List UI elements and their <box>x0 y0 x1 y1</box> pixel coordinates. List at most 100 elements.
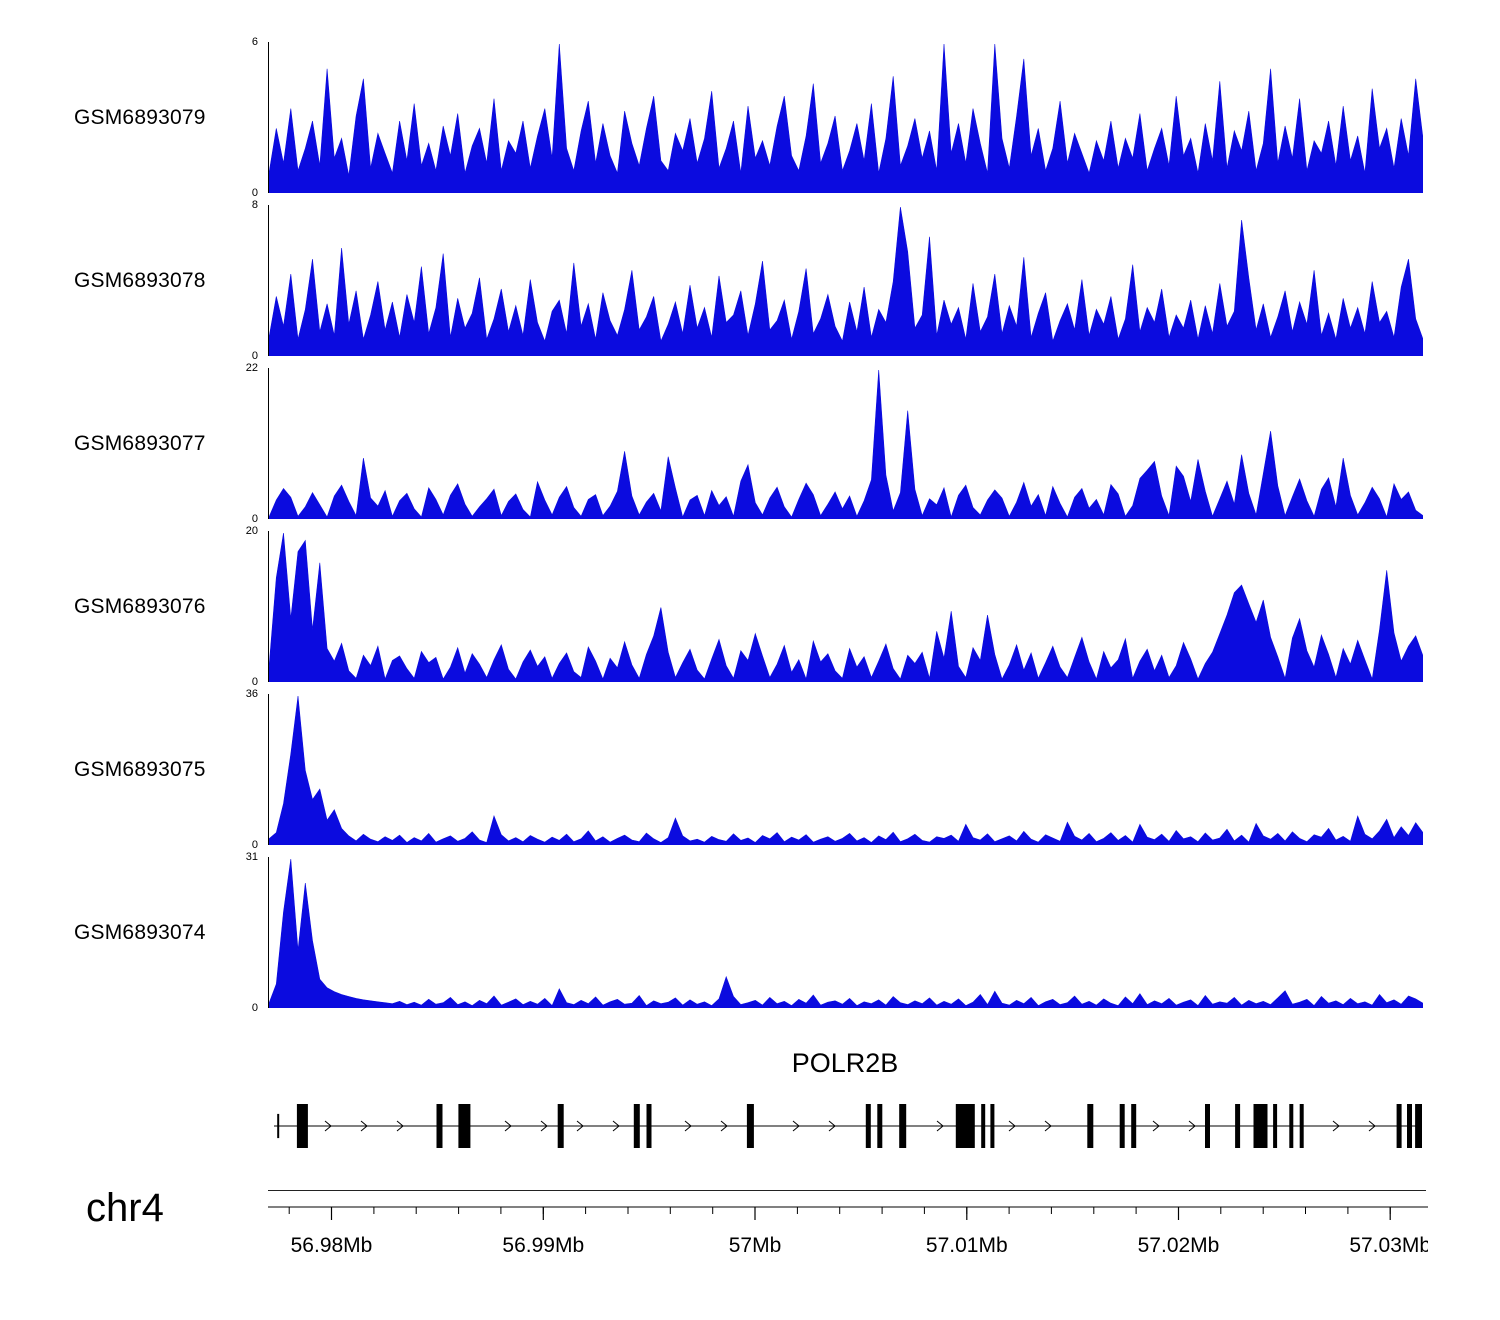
exon-box <box>1396 1104 1402 1148</box>
track-label: GSM6893078 <box>74 268 206 292</box>
gene-name-label: POLR2B <box>791 1048 899 1078</box>
track-row-gsm6893079: GSM6893079 6 0 <box>0 36 1500 199</box>
track-signal-plot <box>268 694 1423 845</box>
track-label-column: GSM6893077 22 0 <box>0 362 268 525</box>
track-label: GSM6893074 <box>74 920 206 944</box>
chromosome-label: chr4 <box>86 1186 164 1230</box>
exon-box <box>1087 1104 1094 1148</box>
signal-area-svg <box>269 858 1423 1008</box>
exon-box <box>1289 1104 1294 1148</box>
track-ymin-label: 0 <box>251 676 258 688</box>
exon-box <box>277 1113 280 1139</box>
track-signal-plot <box>268 531 1423 682</box>
exon-box <box>646 1104 652 1148</box>
track-ymin-label: 0 <box>251 513 258 525</box>
track-label-column: GSM6893079 6 0 <box>0 36 268 199</box>
track-ymin-label: 0 <box>251 1002 258 1014</box>
strand-arrow-icon <box>720 1120 728 1132</box>
strand-arrow-icon <box>324 1120 332 1132</box>
exon-box <box>458 1104 471 1148</box>
strand-arrow-icon <box>360 1120 368 1132</box>
track-row-gsm6893076: GSM6893076 20 0 <box>0 525 1500 688</box>
gene-model-track <box>268 1088 1425 1164</box>
track-label: GSM6893077 <box>74 431 206 455</box>
exon-box <box>1119 1104 1125 1148</box>
track-label: GSM6893076 <box>74 594 206 618</box>
track-row-gsm6893074: GSM6893074 31 0 <box>0 851 1500 1014</box>
strand-arrow-icon <box>540 1120 548 1132</box>
exon-box <box>955 1104 975 1148</box>
strand-arrow-icon <box>828 1120 836 1132</box>
track-ymin-label: 0 <box>251 350 258 362</box>
strand-arrow-icon <box>1008 1120 1016 1132</box>
exon-box <box>1273 1104 1278 1148</box>
exon-box <box>1235 1104 1241 1148</box>
exon-box <box>633 1104 640 1148</box>
exon-box <box>981 1104 986 1148</box>
strand-arrow-icon <box>1044 1120 1052 1132</box>
track-label: GSM6893079 <box>74 105 206 129</box>
track-label-column: GSM6893078 8 0 <box>0 199 268 362</box>
track-ymax-label: 20 <box>245 525 258 537</box>
exon-box <box>1205 1104 1210 1148</box>
axis-tick-label: 56.99Mb <box>502 1234 584 1257</box>
axis-tick-label: 57.02Mb <box>1138 1234 1220 1257</box>
chromosome-line <box>268 1190 1426 1191</box>
axis-tick-label: 57.03Mb <box>1349 1234 1428 1257</box>
strand-arrow-icon <box>936 1120 944 1132</box>
exon-box <box>990 1104 995 1148</box>
track-ymin-label: 0 <box>251 839 258 851</box>
signal-area-svg <box>269 532 1423 682</box>
track-signal-plot <box>268 42 1423 193</box>
strand-arrow-icon <box>576 1120 584 1132</box>
strand-arrow-icon <box>1332 1120 1340 1132</box>
gene-model-svg <box>274 1104 1425 1148</box>
axis-tick-label: 57.01Mb <box>926 1234 1008 1257</box>
track-ymax-label: 22 <box>245 362 258 374</box>
signal-area-svg <box>269 695 1423 845</box>
track-ymax-label: 6 <box>251 36 258 48</box>
tracks: GSM6893079 6 0 GSM6893078 8 0 GSM6893077 22 0 GSM… <box>0 36 1500 1020</box>
track-label-column: GSM6893074 31 0 <box>0 851 268 1014</box>
track-row-gsm6893078: GSM6893078 8 0 <box>0 199 1500 362</box>
track-ymin-label: 0 <box>251 187 258 199</box>
exon-box <box>899 1104 907 1148</box>
exon-box <box>1407 1104 1412 1148</box>
signal-area-svg <box>269 369 1423 519</box>
strand-arrow-icon <box>504 1120 512 1132</box>
strand-arrow-icon <box>612 1120 620 1132</box>
strand-arrow-icon <box>792 1120 800 1132</box>
strand-arrow-icon <box>1368 1120 1376 1132</box>
strand-arrow-icon <box>1188 1120 1196 1132</box>
exon-box <box>1299 1104 1304 1148</box>
exon-box <box>436 1104 443 1148</box>
track-ymax-label: 31 <box>245 851 258 863</box>
strand-arrow-icon <box>1152 1120 1160 1132</box>
strand-arrow-icon <box>396 1120 404 1132</box>
exon-box <box>877 1104 883 1148</box>
exon-box <box>1415 1104 1425 1148</box>
track-ymax-label: 8 <box>251 199 258 211</box>
track-row-gsm6893077: GSM6893077 22 0 <box>0 362 1500 525</box>
exon-box <box>746 1104 754 1148</box>
track-label: GSM6893075 <box>74 757 206 781</box>
track-label-column: GSM6893076 20 0 <box>0 525 268 688</box>
exon-box <box>1253 1104 1268 1148</box>
ruler-svg: 56.98Mb 56.99Mb 57Mb 57.01Mb 57.02Mb 57.03Mb <box>268 1206 1431 1257</box>
track-ymax-label: 36 <box>245 688 258 700</box>
exon-box <box>1131 1104 1137 1148</box>
exon-box <box>557 1104 564 1148</box>
genomic-axis-ruler: 56.98Mb 56.99Mb 57Mb 57.01Mb 57.02Mb 57.03Mb <box>268 1206 1431 1270</box>
signal-area-svg <box>269 206 1423 356</box>
axis-tick-label: 56.98Mb <box>291 1234 373 1257</box>
exon-box <box>865 1104 871 1148</box>
track-signal-plot <box>268 205 1423 356</box>
strand-arrow-icon <box>684 1120 692 1132</box>
track-signal-plot <box>268 368 1423 519</box>
track-signal-plot <box>268 857 1423 1008</box>
axis-tick-label: 57Mb <box>729 1234 782 1257</box>
exon-box <box>296 1104 308 1148</box>
signal-area-svg <box>269 43 1423 193</box>
track-label-column: GSM6893075 36 0 <box>0 688 268 851</box>
